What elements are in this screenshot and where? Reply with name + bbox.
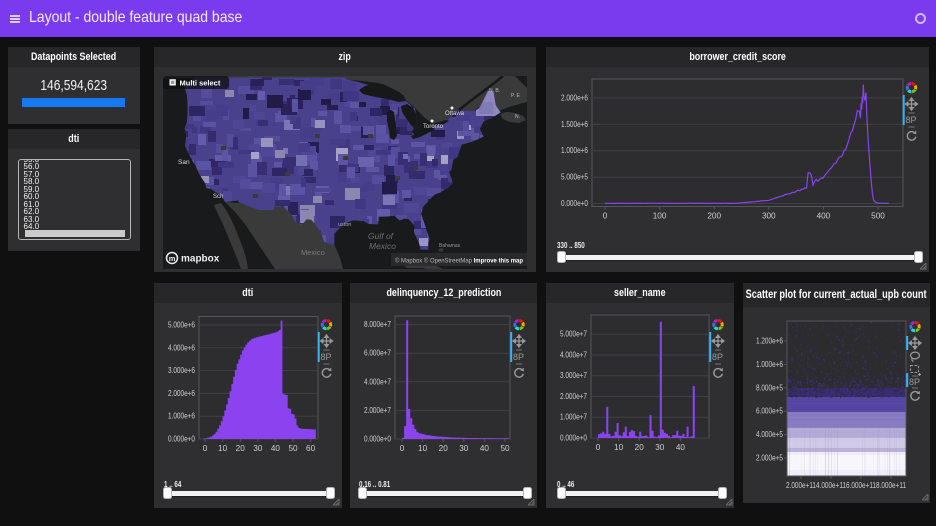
svg-text:N. B.: N. B. (489, 88, 500, 94)
svg-text:3.000e+6: 3.000e+6 (168, 366, 195, 375)
svg-text:40: 40 (480, 444, 490, 453)
svg-text:1.000e+7: 1.000e+7 (560, 413, 587, 422)
svg-text:200: 200 (707, 212, 721, 221)
svg-text:0.000e+0: 0.000e+0 (168, 435, 195, 444)
svg-text:2.000e+6: 2.000e+6 (168, 389, 195, 398)
svg-text:0.000e+0: 0.000e+0 (561, 199, 588, 208)
svg-text:50: 50 (288, 444, 298, 453)
svg-text:4.000e+11: 4.000e+11 (816, 481, 846, 490)
svg-text:1.000e+6: 1.000e+6 (561, 146, 588, 155)
svg-text:mapbox: mapbox (181, 254, 220, 265)
svg-text:40: 40 (676, 443, 686, 452)
svg-text:0: 0 (603, 212, 608, 221)
svg-text:0: 0 (400, 444, 405, 453)
svg-text:Sch: Sch (213, 194, 223, 200)
svg-text:1.000e+6: 1.000e+6 (756, 360, 783, 369)
svg-text:1.000e+6: 1.000e+6 (168, 412, 195, 421)
svg-text:5.000e+5: 5.000e+5 (561, 173, 588, 182)
svg-text:Multi select: Multi select (180, 79, 221, 88)
svg-text:8P: 8P (513, 352, 524, 362)
svg-text:8.000e+5: 8.000e+5 (756, 383, 783, 392)
svg-text:3.000e+7: 3.000e+7 (560, 371, 587, 380)
svg-text:uston: uston (338, 222, 351, 228)
svg-text:5.000e+7: 5.000e+7 (560, 330, 587, 339)
svg-text:300: 300 (762, 212, 776, 221)
svg-text:San: San (178, 159, 190, 166)
svg-text:m: m (169, 254, 176, 263)
svg-text:8P: 8P (906, 115, 917, 125)
svg-text:6.000e+5: 6.000e+5 (756, 407, 783, 416)
svg-text:Mexico: Mexico (369, 241, 396, 251)
svg-text:8.000e+11: 8.000e+11 (876, 481, 906, 490)
svg-text:10: 10 (218, 444, 228, 453)
svg-text:0.000e+0: 0.000e+0 (560, 434, 587, 443)
svg-text:20: 20 (635, 443, 645, 452)
svg-text:400: 400 (817, 212, 831, 221)
svg-text:100: 100 (653, 212, 667, 221)
svg-text:30: 30 (655, 443, 665, 452)
svg-text:2.000e+7: 2.000e+7 (560, 392, 587, 401)
svg-text:20: 20 (236, 444, 246, 453)
svg-text:8P: 8P (909, 377, 920, 387)
svg-text:20: 20 (439, 444, 449, 453)
svg-text:500: 500 (871, 212, 885, 221)
svg-text:8P: 8P (712, 352, 723, 362)
svg-text:30: 30 (253, 444, 263, 453)
svg-text:4.000e+6: 4.000e+6 (168, 343, 195, 352)
svg-text:2.000e+11: 2.000e+11 (786, 481, 816, 490)
svg-text:5.000e+6: 5.000e+6 (168, 321, 195, 330)
svg-text:4.000e+7: 4.000e+7 (560, 351, 587, 360)
svg-text:© Mapbox © OpenStreetMap Impro: © Mapbox © OpenStreetMap Improve this ma… (395, 257, 523, 265)
svg-text:P. E: P. E (511, 93, 520, 99)
svg-text:Gulf of: Gulf of (368, 231, 395, 241)
svg-text:10: 10 (418, 444, 428, 453)
svg-text:6.000e+7: 6.000e+7 (364, 349, 391, 358)
svg-text:Toronto: Toronto (423, 124, 444, 130)
svg-text:10: 10 (614, 443, 624, 452)
svg-text:0: 0 (596, 443, 601, 452)
svg-text:50: 50 (500, 444, 510, 453)
svg-text:2.000e+5: 2.000e+5 (756, 454, 783, 463)
svg-text:6.000e+11: 6.000e+11 (846, 481, 876, 490)
svg-text:40: 40 (271, 444, 281, 453)
svg-text:60: 60 (306, 444, 316, 453)
svg-text:8.000e+7: 8.000e+7 (364, 320, 391, 329)
svg-text:8P: 8P (321, 352, 332, 362)
svg-text:N.: N. (515, 114, 520, 120)
svg-text:0: 0 (203, 444, 208, 453)
svg-text:Ottawa: Ottawa (445, 111, 465, 117)
svg-text:30: 30 (459, 444, 469, 453)
svg-text:2.000e+6: 2.000e+6 (561, 93, 588, 102)
svg-text:1.500e+6: 1.500e+6 (561, 120, 588, 129)
svg-text:1.200e+6: 1.200e+6 (756, 337, 783, 346)
svg-text:2.000e+7: 2.000e+7 (364, 406, 391, 415)
svg-text:Bahamas: Bahamas (439, 243, 461, 249)
svg-text:Mexico: Mexico (301, 248, 325, 257)
svg-text:4.000e+5: 4.000e+5 (756, 430, 783, 439)
svg-text:4.000e+7: 4.000e+7 (364, 377, 391, 386)
svg-text:0.000e+0: 0.000e+0 (364, 435, 391, 444)
